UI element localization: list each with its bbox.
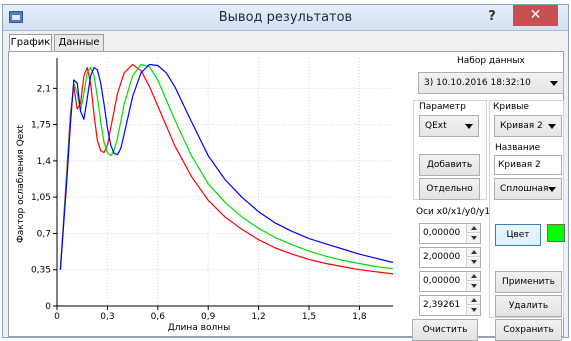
spin-down-icon[interactable] [466, 258, 480, 267]
dataset-selected: 3) 10.10.2016 18:32:10 [424, 78, 531, 88]
chart-gridlines [57, 58, 393, 306]
spin-up-icon[interactable] [466, 272, 480, 281]
y-tick-label: 0,35 [31, 266, 51, 276]
chart-axes [53, 58, 393, 310]
chevron-down-icon [465, 124, 473, 129]
x-tick-label: 0,6 [151, 312, 166, 322]
delete-button[interactable]: Удалить [495, 295, 562, 317]
separate-button[interactable]: Отдельно [419, 178, 480, 200]
tab-chart[interactable]: График [9, 34, 52, 52]
title-bar[interactable]: Вывод результатов ? ✕ [3, 5, 568, 31]
series-line-1 [59, 63, 394, 275]
axis-y1-spinbox[interactable]: 2,39261 [419, 295, 481, 316]
spin-down-icon[interactable] [466, 234, 480, 243]
axis-x1-spinbox[interactable]: 2,00000 [419, 247, 481, 268]
y-tick-label: 2,1 [37, 84, 51, 94]
y-tick-label: 1,75 [31, 121, 51, 131]
color-button[interactable]: Цвет [495, 224, 541, 246]
x-tick-label: 0,3 [100, 312, 114, 322]
x-tick-label: 1,2 [251, 312, 265, 322]
spin-up-icon[interactable] [466, 248, 480, 257]
axis-x0-value: 0,00000 [423, 228, 461, 238]
curve-name-label: Название [495, 143, 541, 153]
curves-label: Кривые [493, 102, 529, 112]
axis-y0-spinbox[interactable]: 0,00000 [419, 271, 481, 292]
chevron-down-icon [548, 187, 556, 192]
axes-label: Оси x0/x1/y0/y1 [416, 207, 491, 217]
y-tick-label: 0 [45, 302, 51, 312]
series-line-3 [59, 63, 394, 270]
chart-series [59, 63, 394, 275]
parameter-label: Параметр [419, 102, 466, 112]
curve-combobox[interactable]: Кривая 2 [494, 115, 562, 137]
help-button[interactable]: ? [488, 9, 496, 24]
x-tick-label: 0 [54, 312, 60, 322]
spin-up-icon[interactable] [466, 224, 480, 233]
add-button[interactable]: Добавить [419, 154, 480, 176]
window-title: Вывод результатов [218, 10, 353, 25]
tab-data[interactable]: Данные [54, 34, 104, 51]
page-top-strip [0, 0, 571, 4]
axis-y1-value: 2,39261 [423, 300, 461, 310]
axis-x0-spinbox[interactable]: 0,00000 [419, 223, 481, 244]
app-window-icon [9, 11, 23, 23]
chevron-down-icon [550, 81, 558, 86]
dataset-combobox[interactable]: 3) 10.10.2016 18:32:10 [418, 72, 564, 94]
line-style-combobox[interactable]: Сплошная [494, 178, 562, 200]
y-tick-label: 1,4 [37, 157, 52, 167]
curve-name-input[interactable]: Кривая 2 [494, 155, 562, 175]
spin-down-icon[interactable] [466, 306, 480, 315]
y-tick-label: 0,7 [37, 229, 51, 239]
x-tick-label: 1,5 [302, 312, 316, 322]
x-tick-label: 0,9 [201, 312, 216, 322]
line-style-selected: Сплошная [500, 184, 549, 194]
parameter-combobox[interactable]: QExt [419, 115, 479, 137]
results-window: Вывод результатов ? ✕ График Данные 0 0,3… [2, 4, 569, 341]
y-axis-label: Фактор ослабления Qext [16, 125, 26, 243]
chart-tab-panel: 0 0,3 0,6 0,9 1,2 1,5 1,8 0 0,35 0,7 1,05 1,4 1,75 2,… [8, 51, 565, 341]
dataset-label: Набор данных [457, 56, 525, 66]
axis-y0-value: 0,00000 [423, 276, 461, 286]
spin-down-icon[interactable] [466, 282, 480, 291]
spin-up-icon[interactable] [466, 296, 480, 305]
chart-tick-labels: 0 0,3 0,6 0,9 1,2 1,5 1,8 0 0,35 0,7 1,05 1,4 1,75 2,… [31, 84, 367, 322]
curve-selected: Кривая 2 [500, 121, 543, 131]
y-tick-label: 1,05 [31, 193, 51, 203]
color-swatch [547, 224, 565, 242]
close-button[interactable]: ✕ [513, 5, 558, 26]
chevron-down-icon [548, 124, 556, 129]
axis-x1-value: 2,00000 [423, 252, 461, 262]
apply-button[interactable]: Применить [495, 271, 562, 293]
curves-group [489, 100, 564, 318]
series-line-2 [59, 63, 394, 270]
x-tick-label: 1,8 [352, 312, 367, 322]
attenuation-chart: 0 0,3 0,6 0,9 1,2 1,5 1,8 0 0,35 0,7 1,05 1,4 1,75 2,… [16, 58, 394, 333]
parameter-selected: QExt [425, 121, 447, 131]
x-axis-label: Длина волны [168, 323, 230, 333]
